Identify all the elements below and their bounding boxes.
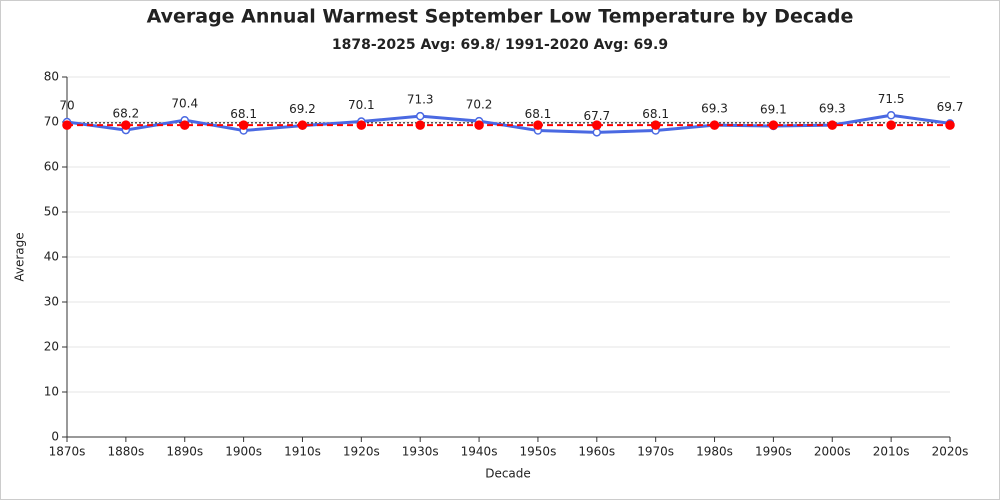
point — [709, 120, 720, 130]
x-axis-title: Decade — [485, 467, 531, 481]
point — [415, 111, 425, 121]
y-tick-label: 40 — [44, 250, 59, 264]
y-tick-label: 70 — [44, 115, 59, 129]
point — [945, 120, 955, 130]
data-label: 69.7 — [937, 100, 964, 114]
data-label: 67.7 — [583, 109, 610, 123]
x-tick-label: 1920s — [343, 445, 380, 459]
point — [768, 120, 779, 130]
data-label: 68.1 — [525, 107, 552, 121]
data-label: 70.2 — [466, 98, 493, 112]
data-label: 68.1 — [230, 107, 257, 121]
x-tick-label: 1890s — [166, 445, 203, 459]
data-label: 70 — [59, 99, 74, 113]
point — [297, 120, 308, 130]
x-tick-label: 1900s — [225, 445, 262, 459]
y-tick-label: 80 — [44, 70, 59, 84]
data-label: 70.4 — [171, 97, 198, 111]
data-label: 69.3 — [819, 102, 846, 116]
x-tick-label: 2010s — [873, 445, 910, 459]
chart-subtitle: 1878-2025 Avg: 69.8/ 1991-2020 Avg: 69.9 — [332, 37, 668, 53]
x-tick-label: 1940s — [461, 445, 498, 459]
x-tick-label: 1950s — [520, 445, 557, 459]
y-tick-label: 60 — [44, 160, 59, 174]
chart-title: Average Annual Warmest September Low Tem… — [147, 6, 854, 28]
x-tick-label: 1970s — [637, 445, 674, 459]
x-tick-label: 1990s — [755, 445, 792, 459]
point — [179, 120, 190, 130]
y-tick-label: 30 — [44, 295, 59, 309]
data-label: 71.5 — [878, 92, 905, 106]
point — [62, 120, 72, 130]
y-tick-label: 10 — [44, 385, 59, 399]
data-label: 69.3 — [701, 102, 728, 116]
data-label: 70.1 — [348, 98, 375, 112]
x-tick-label: 2020s — [932, 445, 969, 459]
x-tick-label: 2000s — [814, 445, 851, 459]
data-label: 69.1 — [760, 103, 787, 117]
point — [827, 120, 838, 130]
point — [886, 120, 896, 130]
data-label: 71.3 — [407, 93, 434, 107]
y-axis-title: Average — [13, 232, 27, 281]
point — [650, 120, 661, 130]
point — [238, 120, 249, 130]
point — [474, 120, 484, 130]
data-label: 68.1 — [642, 107, 669, 121]
point — [121, 120, 131, 130]
point — [592, 128, 602, 137]
point — [356, 120, 367, 130]
point — [415, 120, 425, 130]
point — [592, 120, 602, 130]
data-label: 68.2 — [113, 107, 140, 121]
y-tick-label: 0 — [51, 430, 59, 444]
point — [886, 111, 896, 120]
y-tick-label: 50 — [44, 205, 59, 219]
x-tick-label: 1930s — [402, 445, 439, 459]
point — [533, 120, 543, 130]
y-tick-label: 20 — [44, 340, 59, 354]
x-tick-label: 1980s — [696, 445, 733, 459]
x-tick-label: 1870s — [49, 445, 86, 459]
x-tick-label: 1910s — [284, 445, 321, 459]
data-label: 69.2 — [289, 102, 316, 116]
x-tick-label: 1880s — [107, 445, 144, 459]
x-tick-label: 1960s — [578, 445, 615, 459]
